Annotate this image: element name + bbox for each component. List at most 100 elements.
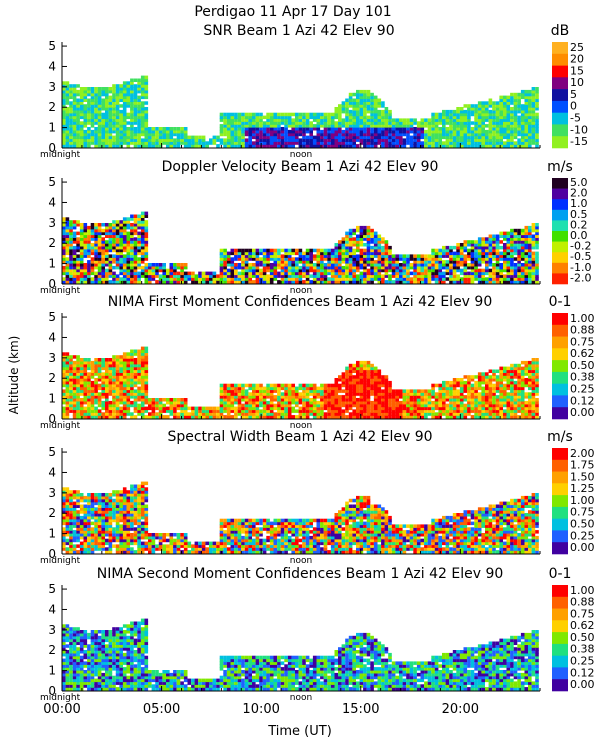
heatmap-cell xyxy=(266,406,270,411)
heatmap-cell xyxy=(105,89,109,94)
heatmap-cell xyxy=(219,406,224,411)
heatmap-cell xyxy=(481,277,485,281)
heatmap-cell xyxy=(234,271,238,276)
heatmap-cell xyxy=(510,95,514,100)
heatmap-cell xyxy=(395,265,399,270)
heatmap-cell xyxy=(406,398,410,402)
heatmap-cell xyxy=(377,383,382,388)
heatmap-cell xyxy=(320,274,324,278)
heatmap-cell xyxy=(140,138,145,142)
heatmap-cell xyxy=(477,245,482,250)
heatmap-cell xyxy=(219,112,224,117)
heatmap-cell xyxy=(406,263,410,267)
heatmap-cell xyxy=(166,138,170,142)
heatmap-cell xyxy=(352,412,356,416)
heatmap-cell xyxy=(499,127,503,131)
heatmap-cell xyxy=(295,251,299,256)
heatmap-cell xyxy=(122,395,127,399)
heatmap-cell xyxy=(377,129,382,134)
heatmap-cell xyxy=(427,254,432,258)
heatmap-cell xyxy=(413,118,417,122)
heatmap-cell xyxy=(255,124,260,128)
heatmap-cell xyxy=(373,127,378,131)
heatmap-cell xyxy=(341,265,346,270)
heatmap-cell xyxy=(90,360,95,365)
heatmap-cell xyxy=(105,138,109,142)
heatmap-cell xyxy=(244,280,249,284)
heatmap-cell xyxy=(87,144,91,148)
heatmap-cell xyxy=(391,274,396,278)
heatmap-cell xyxy=(445,115,450,120)
heatmap-cell xyxy=(97,144,102,148)
heatmap-cell xyxy=(366,141,371,145)
heatmap-cell xyxy=(520,124,525,128)
heatmap-cell xyxy=(370,274,374,278)
heatmap-cell xyxy=(330,398,335,402)
heatmap-cell xyxy=(503,129,507,134)
heatmap-cell xyxy=(130,78,134,82)
heatmap-cell xyxy=(345,392,349,396)
heatmap-cell xyxy=(388,277,392,281)
heatmap-cell xyxy=(79,263,84,267)
heatmap-cell xyxy=(252,254,256,258)
panel-2: Doppler Velocity Beam 1 Azi 42 Elev 90 m/… xyxy=(40,159,591,296)
heatmap-cell xyxy=(169,135,174,140)
heatmap-cell xyxy=(79,360,84,365)
heatmap-cell xyxy=(449,271,453,276)
heatmap-cell xyxy=(112,260,116,264)
heatmap-cell xyxy=(363,127,367,131)
heatmap-cell xyxy=(97,257,102,261)
heatmap-cell xyxy=(381,260,385,264)
heatmap-cell xyxy=(348,245,353,250)
heatmap-cell xyxy=(330,395,335,399)
heatmap-cell xyxy=(90,375,95,379)
heatmap-cell xyxy=(248,254,252,258)
heatmap-cell xyxy=(359,378,364,382)
heatmap-cell xyxy=(137,217,141,221)
heatmap-cell xyxy=(76,98,80,102)
heatmap-cell xyxy=(327,268,331,273)
heatmap-cell xyxy=(406,127,410,131)
heatmap-cell xyxy=(316,135,321,140)
heatmap-cell xyxy=(277,132,281,137)
heatmap-cell xyxy=(431,254,435,258)
heatmap-cell xyxy=(162,127,166,131)
heatmap-cell xyxy=(442,129,446,134)
heatmap-cell xyxy=(452,254,457,258)
heatmap-cell xyxy=(399,127,403,131)
heatmap-cell xyxy=(108,268,113,273)
heatmap-cell xyxy=(69,271,73,276)
heatmap-cell xyxy=(126,268,131,273)
heatmap-cell xyxy=(359,98,364,102)
heatmap-cell xyxy=(348,115,353,120)
colorbar-swatch xyxy=(552,262,568,274)
heatmap-cell xyxy=(470,112,475,117)
heatmap-cell xyxy=(119,237,123,241)
heatmap-cell xyxy=(434,138,439,142)
heatmap-cell xyxy=(133,220,138,224)
heatmap-cell xyxy=(334,403,339,408)
heatmap-cell xyxy=(241,129,245,134)
heatmap-cell xyxy=(144,75,149,80)
heatmap-cell xyxy=(442,141,446,145)
heatmap-cell xyxy=(399,265,403,270)
heatmap-cell xyxy=(255,251,260,256)
heatmap-cell xyxy=(226,251,231,256)
heatmap-cell xyxy=(79,121,84,125)
heatmap-cell xyxy=(485,263,489,267)
heatmap-cell xyxy=(83,369,88,373)
heatmap-cell xyxy=(130,127,134,131)
heatmap-cell xyxy=(531,98,536,102)
heatmap-cell xyxy=(391,389,396,393)
heatmap-cell xyxy=(413,132,417,137)
heatmap-cell xyxy=(477,138,482,142)
heatmap-cell xyxy=(488,274,493,278)
heatmap-cell xyxy=(388,389,392,393)
heatmap-cell xyxy=(377,112,382,117)
heatmap-cell xyxy=(72,406,77,411)
heatmap-cell xyxy=(373,132,378,137)
heatmap-cell xyxy=(384,144,389,148)
heatmap-cell xyxy=(122,81,127,85)
heatmap-cell xyxy=(352,383,356,388)
heatmap-cell xyxy=(252,121,256,125)
